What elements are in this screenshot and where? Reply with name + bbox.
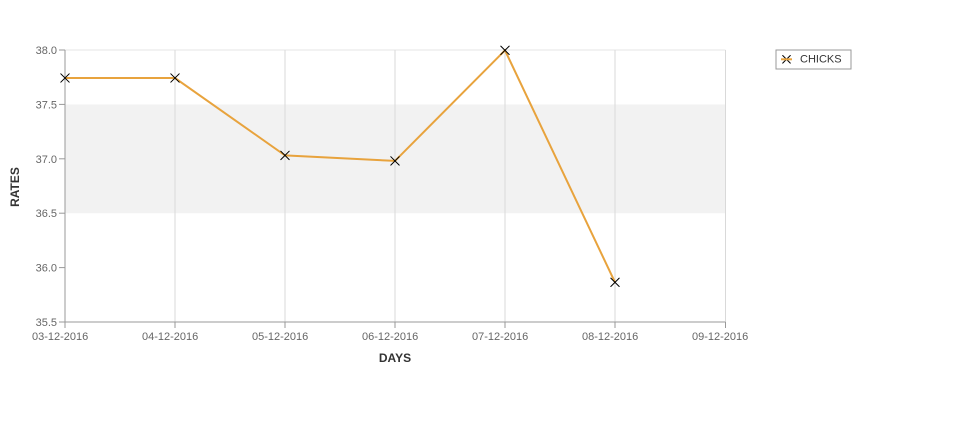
svg-text:36.5: 36.5 [36,208,57,220]
svg-text:37.0: 37.0 [36,154,57,166]
svg-text:CHICKS: CHICKS [800,54,842,66]
svg-text:RATES: RATES [8,167,22,207]
svg-text:38.0: 38.0 [36,45,57,57]
svg-text:04-12-2016: 04-12-2016 [142,331,198,343]
svg-text:06-12-2016: 06-12-2016 [362,331,418,343]
svg-text:07-12-2016: 07-12-2016 [472,331,528,343]
svg-text:09-12-2016: 09-12-2016 [692,331,748,343]
svg-text:DAYS: DAYS [379,351,411,365]
svg-text:08-12-2016: 08-12-2016 [582,331,638,343]
svg-text:36.0: 36.0 [36,263,57,275]
svg-text:35.5: 35.5 [36,317,57,329]
svg-text:03-12-2016: 03-12-2016 [32,331,88,343]
svg-text:37.5: 37.5 [36,99,57,111]
svg-text:05-12-2016: 05-12-2016 [252,331,308,343]
